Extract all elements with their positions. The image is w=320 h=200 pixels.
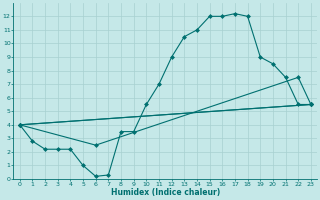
X-axis label: Humidex (Indice chaleur): Humidex (Indice chaleur) [111,188,220,197]
